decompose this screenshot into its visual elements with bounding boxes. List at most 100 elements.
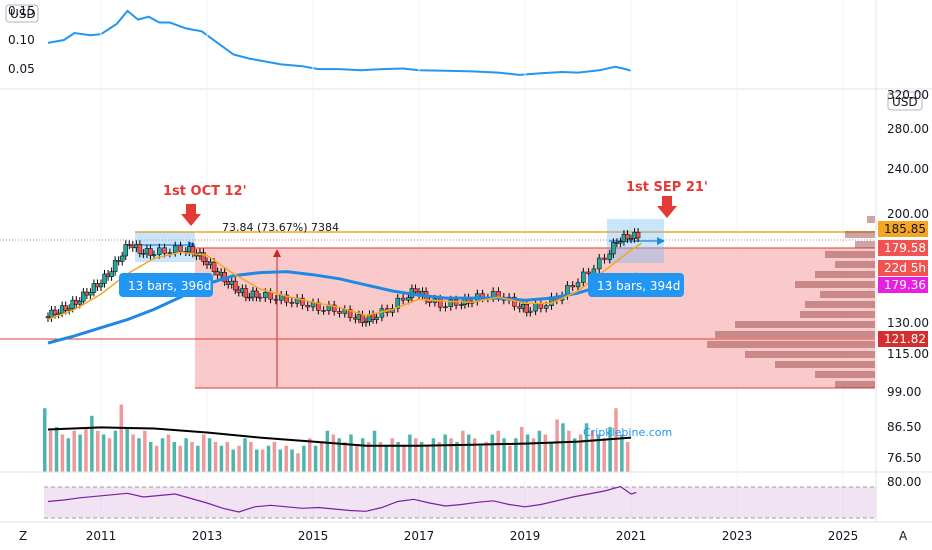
candle-body (112, 260, 118, 272)
x-tick-label: 2013 (192, 529, 223, 543)
candle-body (91, 283, 97, 293)
volume-profile-bar (735, 321, 875, 328)
price-tag-label: 121.82 (884, 332, 926, 346)
volume-bar (290, 449, 294, 472)
volume-bars (43, 404, 630, 472)
candle-body (321, 310, 326, 312)
volume-bar (166, 434, 171, 472)
volume-profile (707, 216, 875, 388)
left-date-annotation: 1st OCT 12' (163, 184, 247, 199)
candle-body (618, 241, 623, 244)
candle-body (363, 321, 369, 323)
volume-ma-line (47, 426, 632, 447)
volume-bar (149, 442, 153, 472)
volume-bar (461, 430, 465, 472)
volume-profile-bar (845, 231, 875, 238)
slow-ma-line (47, 270, 638, 345)
volume-bar (349, 434, 353, 472)
volume-profile-bar (800, 311, 875, 318)
volume-bar (308, 438, 312, 472)
y-tick-label: 130.00 (887, 316, 929, 330)
volume-bar (78, 434, 82, 472)
candle-body (570, 284, 575, 288)
volume-bar (502, 438, 506, 472)
volume-bar (514, 438, 518, 472)
volume-profile-bar (745, 351, 875, 358)
candle-body (63, 305, 68, 311)
volume-bar (419, 442, 424, 472)
volume-bar (584, 423, 589, 472)
candle-body (453, 299, 459, 306)
volume-bar (196, 445, 200, 472)
candle-body (596, 257, 602, 270)
volume-bar (90, 415, 94, 472)
volume-bar (107, 438, 112, 472)
candle-body (151, 254, 157, 256)
x-tick-label: 2019 (510, 529, 541, 543)
candle-body (137, 244, 143, 254)
volume-bar (525, 434, 530, 472)
volume-bar (125, 427, 129, 472)
volume-profile-bar (715, 331, 875, 338)
volume-bar (520, 427, 524, 472)
candle-body (254, 290, 259, 298)
volume-bar (372, 430, 377, 472)
candle-body (524, 304, 530, 313)
y-tick-label: 76.50 (887, 451, 921, 465)
volume-bar (219, 445, 224, 472)
volume-bar (48, 430, 53, 472)
y-tick-label: 99.00 (887, 385, 921, 399)
candle-body (263, 292, 268, 299)
candle-body (443, 306, 448, 308)
volume-bar (402, 445, 406, 472)
volume-bar (131, 434, 135, 472)
candle-body (88, 292, 93, 296)
main-pane: USD (0, 0, 923, 522)
volume-bar (119, 404, 124, 472)
price-tag-label: 185.85 (884, 222, 926, 236)
volume-bar (113, 430, 118, 472)
volume-bar (84, 427, 88, 472)
candle-body (533, 303, 538, 312)
volume-bar (614, 408, 618, 472)
volume-bar (337, 438, 341, 472)
volume-bar (414, 438, 418, 472)
candle-body (98, 283, 104, 288)
candle-body (289, 301, 295, 304)
candle-body (374, 316, 379, 320)
volume-bar (496, 430, 500, 472)
x-tick-label: 2015 (298, 529, 329, 543)
volume-profile-bar (820, 291, 875, 298)
auto-scale-button[interactable]: A (899, 529, 908, 543)
main-unit-label: USD (892, 95, 918, 109)
right-arrow-icon (657, 196, 677, 218)
candle-body (395, 297, 401, 309)
volume-bar (355, 445, 359, 472)
candle-body (300, 297, 305, 306)
volume-bar (154, 445, 159, 472)
volume-profile-bar (815, 271, 875, 278)
volume-bar (484, 442, 489, 472)
volume-bar (213, 442, 218, 472)
candle-body (162, 247, 167, 254)
candle-body (257, 296, 263, 299)
candle-body (337, 311, 342, 314)
y-axis: 320.00 280.00 240.00 200.00 130.00 115.00 99.0… (887, 88, 929, 465)
candle-body (496, 291, 501, 298)
x-tick-label: 2011 (86, 529, 117, 543)
zoom-z-button[interactable]: Z (19, 529, 27, 543)
price-tag-label: 179.58 (884, 241, 926, 255)
rsi-line (47, 485, 637, 513)
volume-bar (490, 434, 495, 472)
candle-body (211, 261, 217, 272)
volume-bar (467, 434, 471, 472)
candle-body (52, 309, 58, 315)
volume-bar (231, 449, 235, 472)
candle-body (406, 297, 411, 301)
volume-profile-bar (815, 371, 875, 378)
candle-body (628, 238, 634, 240)
left-bars-badge (119, 273, 213, 297)
candle-body (56, 312, 61, 315)
price-tag (878, 260, 928, 276)
